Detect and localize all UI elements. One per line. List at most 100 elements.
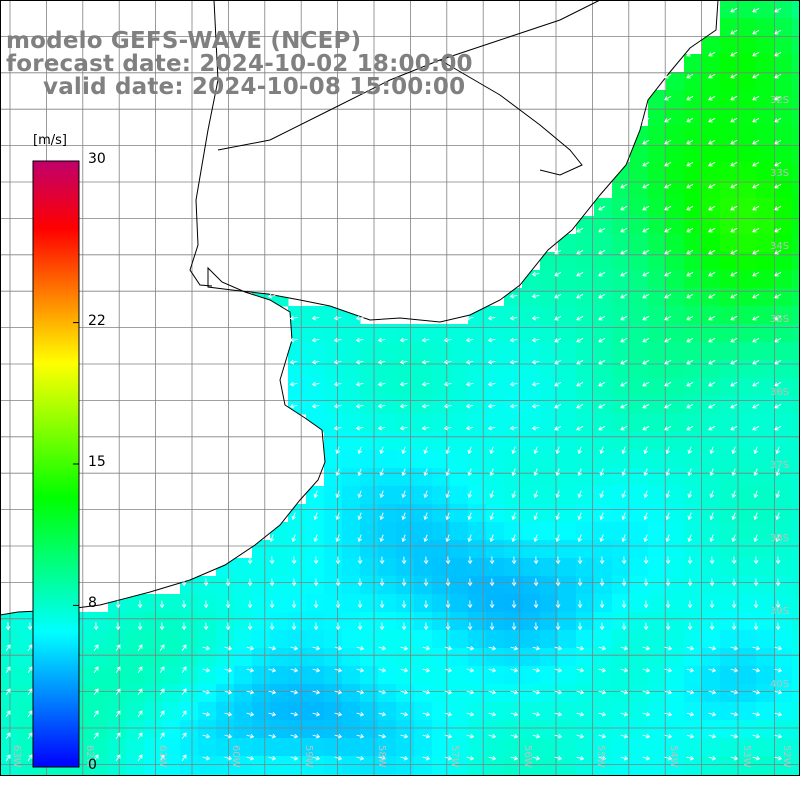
arrow-shaft xyxy=(576,712,584,716)
arrow-shaft xyxy=(466,734,474,738)
wind-arrow xyxy=(664,271,672,277)
wind-cell xyxy=(612,756,631,775)
arrow-shaft xyxy=(642,646,650,650)
arrow-head xyxy=(753,449,758,455)
wind-cell xyxy=(198,738,217,757)
wind-cell xyxy=(612,522,631,541)
arrow-shaft xyxy=(752,51,760,57)
arrow-shaft xyxy=(576,381,584,387)
wind-cell xyxy=(738,216,757,235)
arrow-head xyxy=(445,604,451,609)
wind-cell xyxy=(558,522,577,541)
wind-arrow xyxy=(488,645,497,651)
wind-cell xyxy=(216,648,235,667)
arrow-shaft xyxy=(622,534,626,542)
wind-cell xyxy=(342,504,361,523)
wind-arrow xyxy=(730,293,738,299)
arrow-head xyxy=(554,426,559,431)
arrow-head xyxy=(708,250,713,255)
wind-cell xyxy=(540,504,559,523)
wind-arrow xyxy=(599,468,604,477)
wind-arrow xyxy=(642,315,650,321)
arrow-shaft xyxy=(466,756,474,760)
arrow-head xyxy=(269,560,275,565)
arrow-head xyxy=(598,272,603,277)
arrow-head xyxy=(513,667,519,673)
arrow-shaft xyxy=(642,315,650,321)
wind-cell xyxy=(540,648,559,667)
wind-cell xyxy=(738,558,757,577)
wind-arrow xyxy=(576,425,584,431)
arrow-shaft xyxy=(730,690,738,694)
arrow-shaft xyxy=(202,756,210,760)
wind-cell xyxy=(432,504,451,523)
wind-cell xyxy=(342,432,361,451)
arrow-head xyxy=(509,425,514,431)
wind-arrow xyxy=(509,403,518,409)
wind-cell xyxy=(738,702,757,721)
wind-cell xyxy=(702,144,721,163)
arrow-head xyxy=(293,711,299,717)
wind-arrow xyxy=(313,622,319,631)
arrow-shaft xyxy=(730,249,738,255)
wind-cell xyxy=(738,54,757,73)
wind-arrow xyxy=(709,578,715,587)
arrow-head xyxy=(774,426,779,431)
wind-arrow xyxy=(664,249,672,255)
arrow-head xyxy=(599,537,604,543)
arrow-shaft xyxy=(578,490,582,498)
arrow-shaft xyxy=(732,468,736,476)
wind-arrow xyxy=(27,688,33,696)
wind-cell xyxy=(288,324,307,343)
wind-cell xyxy=(180,702,199,721)
wind-arrow xyxy=(752,359,760,365)
arrow-head xyxy=(531,425,536,431)
wind-cell xyxy=(594,360,613,379)
arrow-head xyxy=(777,689,783,695)
wind-cell xyxy=(324,504,343,523)
arrow-head xyxy=(755,667,761,673)
wind-arrow xyxy=(334,755,343,761)
wind-cell xyxy=(648,198,667,217)
wind-arrow xyxy=(598,205,606,211)
wind-arrow xyxy=(531,403,540,409)
wind-arrow xyxy=(269,622,275,631)
arrow-head xyxy=(465,315,470,321)
arrow-shaft xyxy=(642,425,650,431)
arrow-head xyxy=(774,206,779,211)
wind-cell xyxy=(414,414,433,433)
wind-cell xyxy=(432,342,451,361)
wind-cell xyxy=(684,342,703,361)
wind-cell xyxy=(792,594,800,613)
arrow-shaft xyxy=(774,646,782,650)
wind-cell xyxy=(270,576,289,595)
arrow-shaft xyxy=(578,468,582,476)
arrow-shaft xyxy=(358,512,362,520)
arrow-head xyxy=(489,537,494,543)
wind-cell xyxy=(738,684,757,703)
wind-arrow xyxy=(599,578,605,587)
wind-cell xyxy=(594,378,613,397)
arrow-head xyxy=(642,404,647,409)
wind-cell xyxy=(540,486,559,505)
wind-cell xyxy=(756,72,775,91)
wind-cell xyxy=(306,756,325,775)
arrow-shaft xyxy=(732,490,736,498)
wind-arrow xyxy=(577,622,583,631)
wind-arrow xyxy=(752,337,760,343)
arrow-head xyxy=(335,449,340,455)
arrow-shaft xyxy=(644,490,648,498)
wind-cell xyxy=(486,306,505,325)
wind-cell xyxy=(540,594,559,613)
arrow-head xyxy=(227,645,233,651)
arrow-shaft xyxy=(752,381,760,387)
arrow-head xyxy=(755,755,761,761)
wind-arrow xyxy=(687,556,693,565)
arrow-shaft xyxy=(490,468,494,476)
wind-arrow xyxy=(202,645,211,651)
wind-cell xyxy=(774,288,793,307)
wind-cell xyxy=(774,576,793,595)
arrow-shaft xyxy=(336,446,340,454)
arrow-head xyxy=(116,754,121,759)
